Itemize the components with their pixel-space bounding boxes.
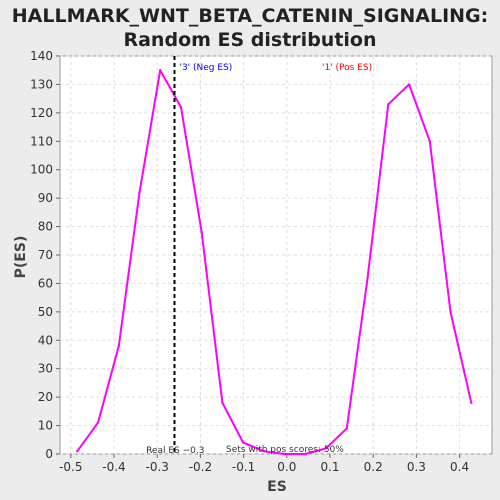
axis-ticks: 0 10 20 30 40 50 60 70 80 90 100 110 120 130 140 -0.5 -0… bbox=[30, 49, 469, 474]
es-data-point bbox=[242, 441, 245, 444]
x-tick-label: -0.1 bbox=[232, 460, 255, 474]
es-data-point bbox=[283, 452, 286, 456]
es-data-point bbox=[366, 276, 369, 279]
y-tick-label: 40 bbox=[38, 333, 53, 347]
chart-title-line2: Random ES distribution bbox=[123, 29, 376, 51]
es-data-point bbox=[470, 401, 473, 404]
x-tick-label: 0.4 bbox=[450, 460, 469, 474]
es-data-point bbox=[159, 69, 162, 72]
y-tick-label: 10 bbox=[38, 419, 53, 433]
x-tick-label: -0.4 bbox=[102, 460, 125, 474]
y-tick-label: 140 bbox=[30, 49, 53, 63]
x-tick-label: 0.3 bbox=[407, 460, 426, 474]
x-tick-label: -0.3 bbox=[145, 460, 168, 474]
es-data-point bbox=[324, 447, 328, 450]
y-tick-label: 100 bbox=[30, 163, 53, 177]
real-es-value-label: Real ES −0.3 bbox=[146, 446, 204, 456]
es-data-point bbox=[96, 421, 100, 424]
x-tick-label: 0.2 bbox=[364, 460, 383, 474]
pos-es-label: '1' (Pos ES) bbox=[322, 63, 372, 73]
es-data-point bbox=[179, 106, 183, 109]
x-axis-label: ES bbox=[267, 479, 287, 495]
es-distribution-line bbox=[76, 69, 473, 455]
es-data-point bbox=[345, 427, 348, 430]
y-tick-label: 120 bbox=[30, 106, 53, 120]
es-data-point bbox=[138, 191, 141, 194]
neg-es-label: '3' (Neg ES) bbox=[179, 63, 232, 73]
x-tick-label: -0.2 bbox=[189, 460, 212, 474]
y-tick-label: 30 bbox=[38, 362, 53, 376]
y-tick-label: 80 bbox=[38, 220, 53, 234]
es-data-point bbox=[200, 231, 203, 234]
y-tick-label: 70 bbox=[38, 248, 53, 262]
annotation-layer: '3' (Neg ES) '1' (Pos ES) Real ES −0.3 Sets… bbox=[146, 56, 372, 456]
grid-lines bbox=[60, 55, 492, 455]
es-data-point bbox=[428, 140, 431, 143]
y-tick-label: 130 bbox=[30, 77, 53, 91]
y-tick-label: 90 bbox=[38, 191, 53, 205]
es-data-point bbox=[304, 452, 307, 456]
es-data-point bbox=[221, 401, 224, 404]
y-tick-label: 110 bbox=[30, 134, 53, 148]
y-tick-label: 0 bbox=[45, 447, 53, 461]
es-data-point bbox=[449, 310, 452, 314]
es-data-point bbox=[387, 103, 390, 106]
y-tick-label: 50 bbox=[38, 305, 53, 319]
y-axis-label: P(ES) bbox=[13, 236, 29, 279]
es-data-point bbox=[262, 450, 266, 453]
x-tick-label: 0.1 bbox=[320, 460, 339, 474]
es-data-point bbox=[117, 344, 121, 348]
y-tick-label: 60 bbox=[38, 276, 53, 290]
es-data-point bbox=[76, 450, 79, 453]
pos-fraction-label: Sets with pos scores: 50% bbox=[226, 445, 344, 455]
x-tick-label: -0.5 bbox=[59, 460, 82, 474]
chart-title-line1: HALLMARK_WNT_BETA_CATENIN_SIGNALING: bbox=[12, 5, 488, 27]
series-layer bbox=[76, 69, 473, 456]
x-tick-label: 0.0 bbox=[277, 460, 296, 474]
y-tick-label: 20 bbox=[38, 390, 53, 404]
es-data-point bbox=[407, 83, 411, 86]
